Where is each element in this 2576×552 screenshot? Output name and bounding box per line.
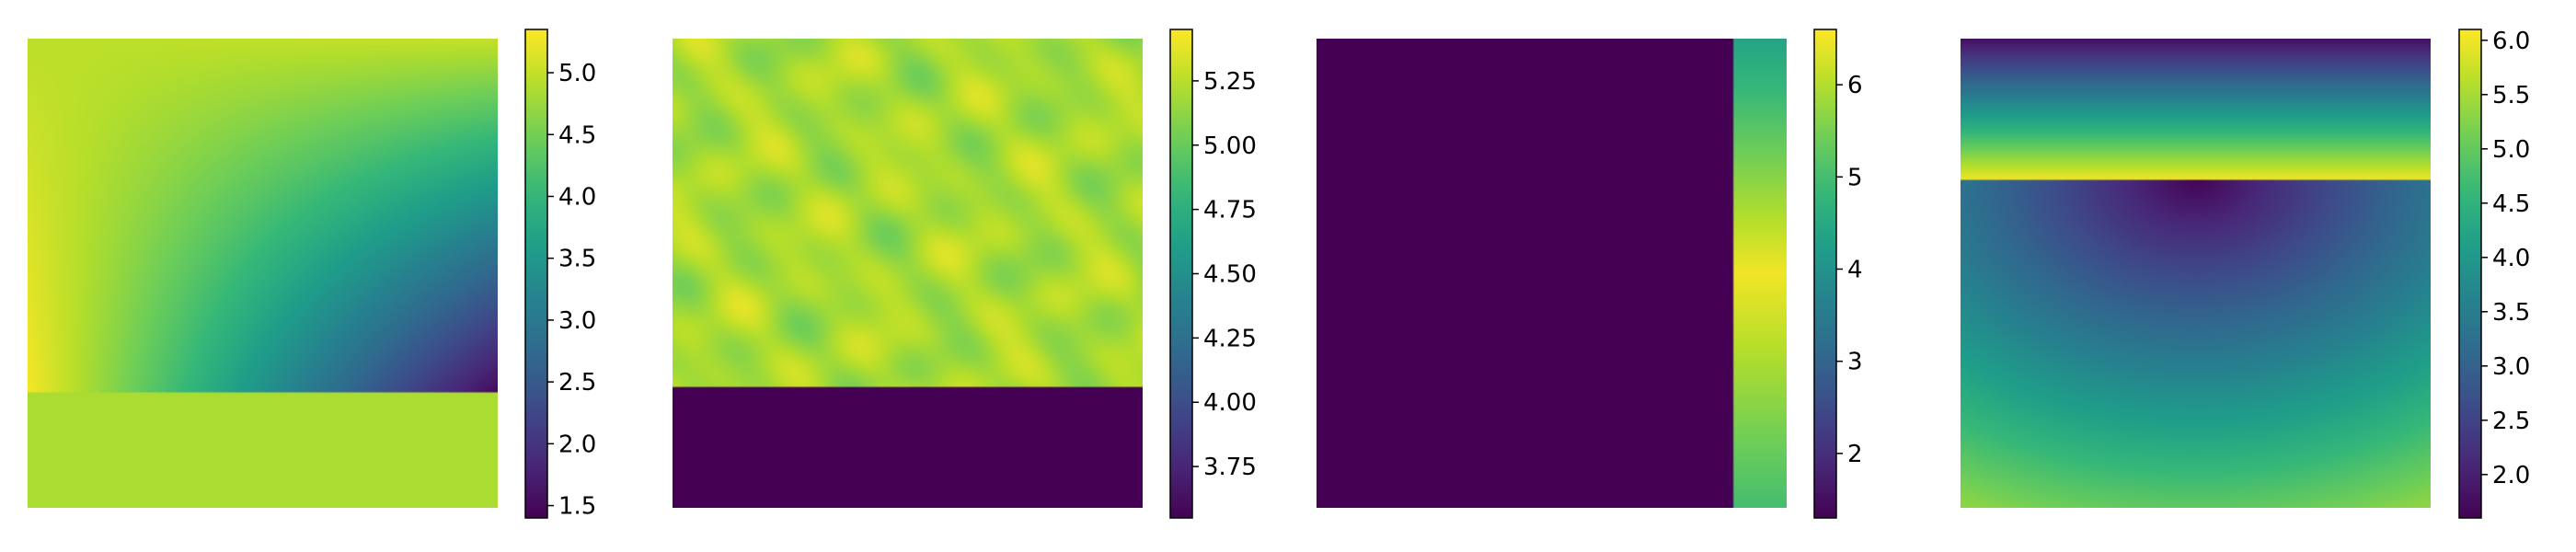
colorbar-tick-label: 3.5 (2492, 299, 2530, 327)
colorbar-tick-label: 6 (1847, 72, 1863, 99)
colorbar-tick-label: 6.0 (2492, 28, 2530, 55)
colorbar-tick-label: 5.25 (1203, 68, 1257, 96)
heatmap-panel-2: 3.75 4.00 4.25 4.50 4.75 5.00 5.25 (673, 29, 1257, 519)
colorbar-frame-3 (1813, 29, 1837, 519)
heatmap-panel-1: 1.5 2.0 2.5 3.0 3.5 4.0 4.5 5.0 (28, 29, 596, 521)
colorbar-tick-label: 4.00 (1203, 389, 1257, 417)
colorbar-tick-label: 2.5 (2492, 408, 2530, 435)
colorbar-tick-label: 5.0 (2492, 136, 2530, 164)
colorbar-tick-label: 2.0 (2492, 462, 2530, 489)
heatmap-image-1 (28, 39, 498, 508)
colorbar-4 (2459, 29, 2481, 518)
colorbar-tick-label: 4.75 (1203, 197, 1257, 224)
colorbar-tick-label: 4.5 (2492, 190, 2530, 218)
colorbar-tick-label: 5 (1847, 164, 1863, 191)
colorbar-tick-label: 4.5 (558, 121, 596, 149)
colorbar-tick-label: 2.0 (558, 431, 596, 458)
colorbar-tick-label: 3.75 (1203, 454, 1257, 481)
heatmap-image-4 (1961, 39, 2431, 508)
colorbar-tick-label: 3.5 (558, 246, 596, 273)
colorbar-frame-4 (2458, 29, 2482, 519)
colorbar-tick-label: 1.5 (558, 493, 596, 521)
colorbar-tick-label: 4.25 (1203, 325, 1257, 352)
colorbar-3 (1814, 29, 1836, 518)
colorbar-1 (525, 29, 547, 518)
colorbar-tick-label: 3.0 (558, 307, 596, 335)
heatmap-panel-3: 2 3 4 5 6 (1317, 29, 1863, 519)
colorbar-tick-label: 5.5 (2492, 82, 2530, 109)
heatmap-image-3 (1317, 39, 1787, 508)
colorbar-tick-label: 2 (1847, 441, 1863, 468)
colorbar-2 (1170, 29, 1192, 518)
heatmap-panel-4: 2.0 2.5 3.0 3.5 4.0 4.5 5.0 5.5 6.0 (1961, 28, 2530, 519)
colorbar-tick-label: 4.0 (2492, 245, 2530, 272)
colorbar-tick-label: 2.5 (558, 369, 596, 397)
colorbar-tick-label: 4 (1847, 256, 1863, 283)
colorbar-frame-1 (524, 29, 548, 519)
colorbar-tick-label: 5.00 (1203, 132, 1257, 160)
colorbar-tick-label: 3.0 (2492, 353, 2530, 381)
colorbar-tick-label: 5.0 (558, 60, 596, 87)
heatmap-image-2 (673, 39, 1143, 508)
colorbar-tick-label: 4.50 (1203, 261, 1257, 289)
colorbar-tick-label: 3 (1847, 349, 1863, 376)
colorbar-tick-label: 4.0 (558, 183, 596, 211)
